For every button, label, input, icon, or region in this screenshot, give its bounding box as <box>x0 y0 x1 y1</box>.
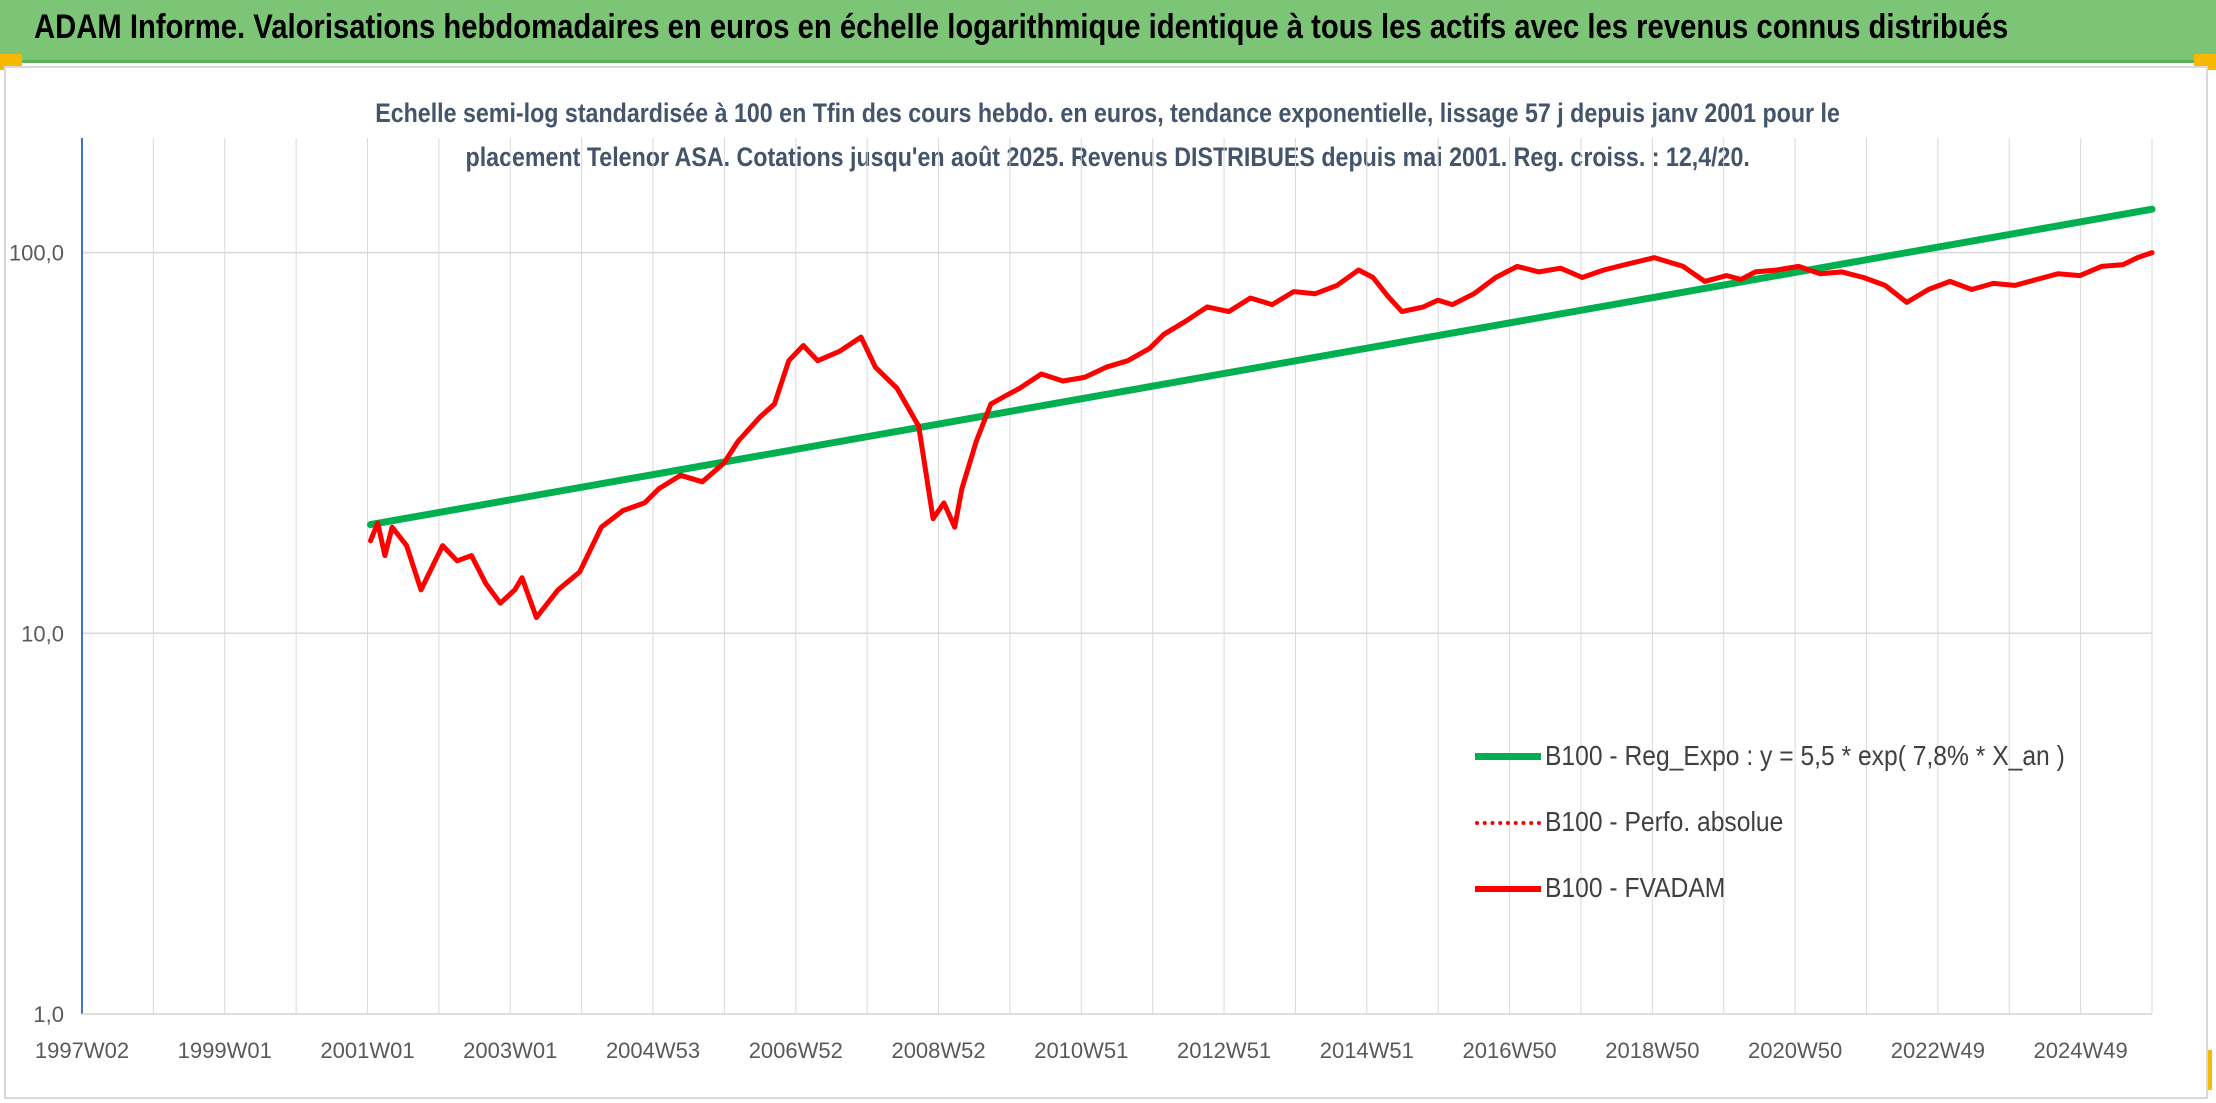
legend-swatch-fvadam <box>1475 886 1541 892</box>
legend-label-perfo: B100 - Perfo. absolue <box>1545 806 1784 837</box>
x-tick-label: 2004W53 <box>606 1038 700 1063</box>
legend-label-regression: B100 - Reg_Expo : y = 5,5 * exp( 7,8% * … <box>1545 740 2065 771</box>
header-bar: ADAM Informe. Valorisations hebdomadaire… <box>0 0 2216 63</box>
x-tick-label: 2014W51 <box>1320 1038 1414 1063</box>
page-title: ADAM Informe. Valorisations hebdomadaire… <box>34 8 2009 46</box>
legend-swatch-regression <box>1475 753 1541 760</box>
x-tick-label: 2010W51 <box>1034 1038 1128 1063</box>
chart-subtitle-line2-text: placement Telenor ASA. Cotations jusqu'e… <box>465 142 1751 172</box>
x-tick-label: 1999W01 <box>178 1038 272 1063</box>
chart-frame <box>4 66 2208 1099</box>
x-tick-label: 2008W52 <box>891 1038 985 1063</box>
chart-subtitle-line2: placement Telenor ASA. Cotations jusqu'e… <box>0 142 2216 173</box>
legend-swatch-perfo <box>1475 821 1541 825</box>
corner-marker-bottom-right <box>2204 1050 2212 1090</box>
x-tick-label: 2006W52 <box>749 1038 843 1063</box>
x-tick-label: 2018W50 <box>1605 1038 1699 1063</box>
chart-subtitle-line1: Echelle semi-log standardisée à 100 en T… <box>0 98 2216 129</box>
x-tick-label: 2022W49 <box>1891 1038 1985 1063</box>
series-line-fvadam <box>368 250 2155 620</box>
x-tick-label: 2020W50 <box>1748 1038 1842 1063</box>
legend-label-fvadam: B100 - FVADAM <box>1545 872 1726 903</box>
y-tick-label: 1,0 <box>33 1002 64 1027</box>
x-tick-label: 2024W49 <box>2034 1038 2128 1063</box>
x-tick-label: 2012W51 <box>1177 1038 1271 1063</box>
y-tick-label: 10,0 <box>21 621 64 646</box>
regression-line <box>367 205 2156 529</box>
x-tick-label: 2001W01 <box>320 1038 414 1063</box>
chart-subtitle-line1-text: Echelle semi-log standardisée à 100 en T… <box>375 98 1841 128</box>
y-tick-label: 100,0 <box>9 241 64 266</box>
x-tick-label: 1997W02 <box>35 1038 129 1063</box>
x-tick-label: 2016W50 <box>1462 1038 1556 1063</box>
x-tick-label: 2003W01 <box>463 1038 557 1063</box>
